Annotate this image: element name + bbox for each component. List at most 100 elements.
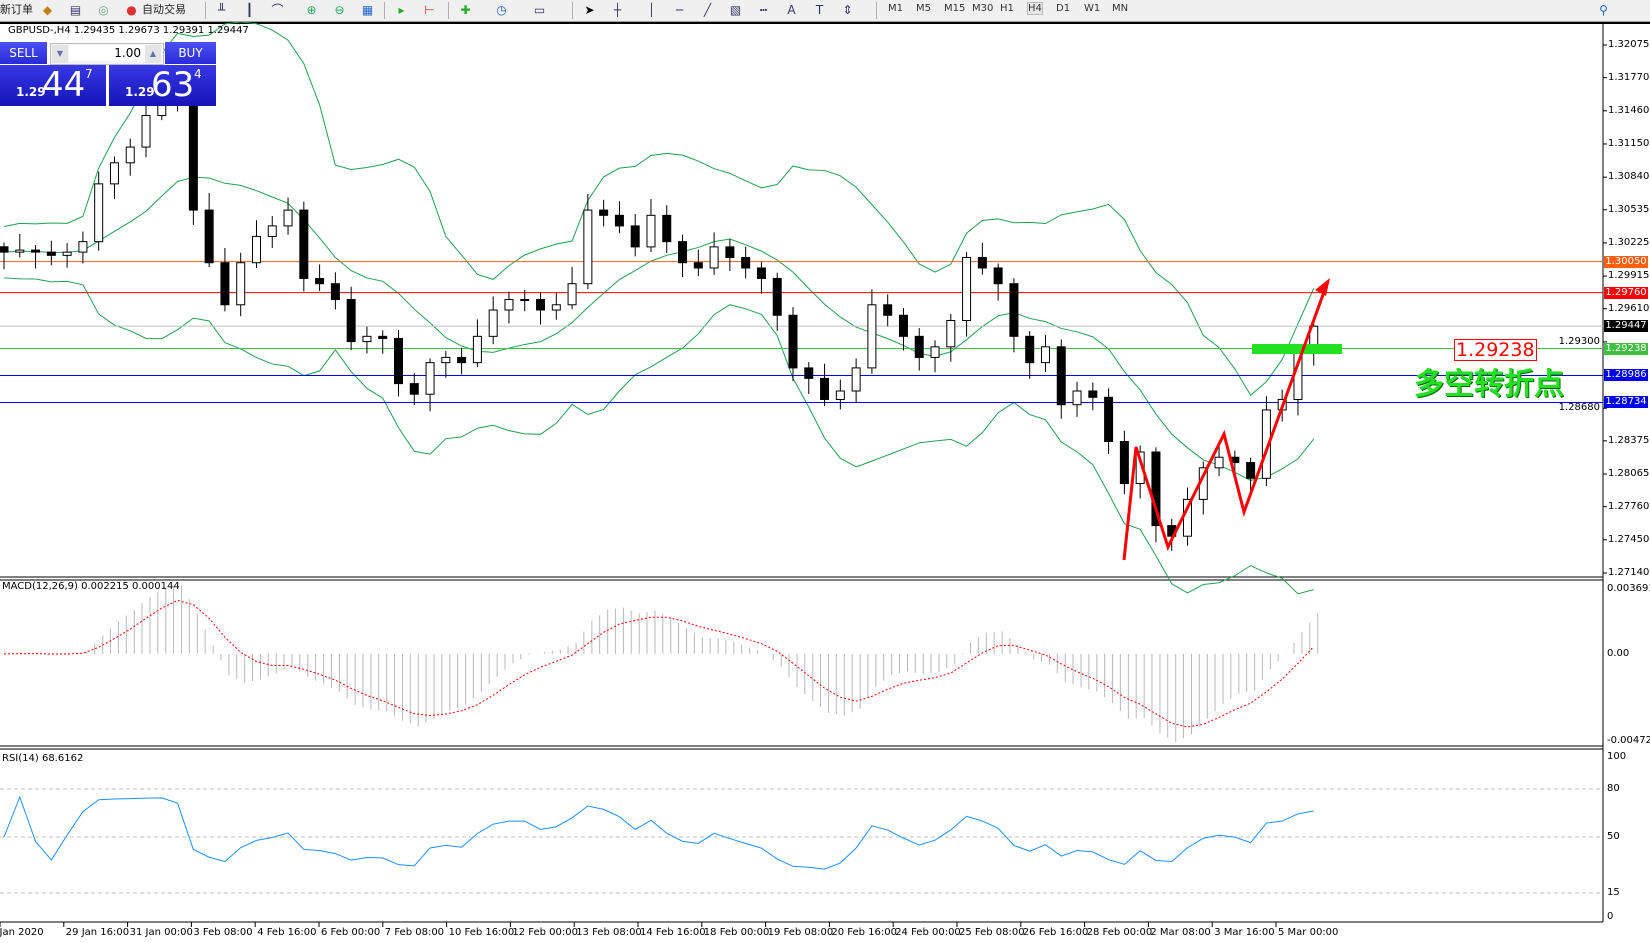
zoom-in-icon[interactable]: ⊕ bbox=[306, 3, 317, 17]
annotation-turning-point-text[interactable]: 多空转折点 bbox=[1414, 367, 1564, 402]
time-tick-label: 2 Mar 08:00 bbox=[1150, 927, 1211, 938]
candle-bull bbox=[551, 304, 561, 311]
candle-bull bbox=[283, 209, 293, 227]
price-tick-label: 1.27140 bbox=[1608, 567, 1650, 578]
auto-trading-button[interactable]: 自动交易 bbox=[142, 3, 186, 16]
candle-bear bbox=[883, 304, 893, 316]
price-tick-label: 1.29610 bbox=[1608, 302, 1650, 314]
trendline-icon[interactable]: ╱ bbox=[703, 3, 712, 17]
buy-price-box[interactable]: 1.29 63 4 bbox=[109, 65, 216, 106]
candle-bear bbox=[741, 256, 751, 269]
price-tick-label: 1.28065 bbox=[1608, 468, 1650, 480]
candle-bull bbox=[1072, 390, 1082, 406]
separator bbox=[384, 2, 385, 19]
sell-price-box[interactable]: 1.29 44 7 bbox=[0, 65, 106, 106]
sell-price-prefix: 1.29 bbox=[16, 85, 46, 99]
candle-bear bbox=[756, 267, 766, 279]
time-tick-label: 24 Feb 00:00 bbox=[895, 927, 961, 938]
sell-price-pip: 7 bbox=[85, 67, 93, 81]
timeframe-m30[interactable]: M30 bbox=[972, 3, 994, 14]
time-tick-label: 4 Feb 16:00 bbox=[257, 927, 317, 938]
search-icon[interactable]: ⚲ bbox=[1599, 3, 1608, 17]
chart-canvas[interactable] bbox=[0, 22, 1650, 943]
lot-increase-icon[interactable]: ▲ bbox=[145, 45, 161, 63]
new-order-button[interactable]: 新订单 bbox=[0, 3, 33, 16]
sell-button[interactable]: SELL bbox=[0, 42, 47, 64]
bollinger-lower-band bbox=[3, 277, 1314, 595]
timeframe-mn[interactable]: MN bbox=[1112, 3, 1129, 14]
candle-bull bbox=[709, 246, 719, 269]
candle-bear bbox=[46, 251, 56, 256]
text-label-icon[interactable]: T bbox=[815, 3, 824, 17]
price-tick-label: 1.32075 bbox=[1608, 39, 1650, 50]
lot-decrease-icon[interactable]: ▼ bbox=[52, 45, 68, 63]
cursor-icon[interactable]: ➤ bbox=[584, 3, 595, 17]
bar-chart-icon[interactable]: ╨ bbox=[217, 3, 226, 17]
buy-button[interactable]: BUY bbox=[165, 42, 216, 64]
timeframe-d1[interactable]: D1 bbox=[1056, 3, 1071, 14]
candle-bull bbox=[867, 304, 877, 369]
candlestick-icon[interactable]: ┃ bbox=[245, 3, 254, 17]
candle-bull bbox=[62, 251, 72, 256]
fibo-retracement-icon[interactable]: ┅ bbox=[759, 3, 768, 17]
price-tag-1.28986: 1.28986 bbox=[1604, 369, 1648, 382]
candle-bear bbox=[0, 246, 9, 253]
candle-bear bbox=[1119, 441, 1129, 485]
candle-bull bbox=[125, 146, 135, 164]
candle-bear bbox=[725, 246, 735, 258]
periods-icon[interactable]: ◷ bbox=[496, 3, 507, 17]
candle-bear bbox=[1056, 346, 1066, 406]
market-watch-icon[interactable]: ◆ bbox=[42, 3, 53, 17]
candle-bull bbox=[583, 209, 593, 285]
candle-bear bbox=[536, 299, 546, 311]
crosshair-icon[interactable]: ┼ bbox=[613, 3, 622, 17]
candle-bull bbox=[109, 162, 119, 185]
price-tag-1.29238: 1.29238 bbox=[1604, 342, 1648, 355]
tile-windows-icon[interactable]: ▦ bbox=[361, 3, 374, 17]
timeframe-m15[interactable]: M15 bbox=[944, 3, 966, 14]
separator bbox=[448, 2, 449, 19]
timeframe-h4[interactable]: H4 bbox=[1027, 2, 1043, 15]
navigator-icon[interactable]: ▤ bbox=[69, 3, 82, 17]
price-tick-label: 1.28375 bbox=[1608, 434, 1650, 446]
candle-bear bbox=[772, 277, 782, 316]
price-tag-1.29760: 1.29760 bbox=[1604, 286, 1648, 299]
candle-bull bbox=[646, 214, 656, 248]
candle-bull bbox=[851, 367, 861, 392]
price-tag-1.30050: 1.30050 bbox=[1604, 255, 1648, 268]
timeframe-m1[interactable]: M1 bbox=[888, 3, 903, 14]
candle-bear bbox=[1009, 283, 1019, 337]
price-tick-label: 1.30840 bbox=[1608, 171, 1650, 183]
candle-bull bbox=[15, 249, 25, 253]
fibo-channel-icon[interactable]: ▧ bbox=[729, 3, 742, 17]
auto-trading-icon[interactable]: ● bbox=[126, 3, 137, 17]
zoom-out-icon[interactable]: ⊖ bbox=[334, 3, 345, 17]
timeframe-h1[interactable]: H1 bbox=[1000, 3, 1014, 14]
horizontal-line-icon[interactable]: ─ bbox=[675, 3, 684, 17]
price-tick-label: 1.30535 bbox=[1608, 203, 1650, 215]
arrows-icon[interactable]: ⇕ bbox=[842, 3, 853, 17]
sell-price-big: 44 bbox=[42, 65, 86, 105]
text-icon[interactable]: A bbox=[787, 3, 796, 17]
vertical-line-icon[interactable]: │ bbox=[647, 3, 656, 17]
line-chart-icon[interactable]: ⌒ bbox=[271, 3, 284, 17]
annotation-price-label[interactable]: 1.29238 bbox=[1454, 339, 1537, 361]
macd-signal-line bbox=[3, 599, 1315, 728]
timeframe-m5[interactable]: M5 bbox=[916, 3, 931, 14]
signals-icon[interactable]: ◎ bbox=[98, 3, 109, 17]
templates-icon[interactable]: ▭ bbox=[533, 3, 546, 17]
candle-bull bbox=[362, 335, 372, 343]
autoscroll-icon[interactable]: ▸ bbox=[398, 3, 405, 17]
chart-shift-icon[interactable]: ⊢ bbox=[424, 3, 435, 17]
candle-bull bbox=[504, 299, 514, 311]
timeframe-w1[interactable]: W1 bbox=[1084, 3, 1101, 14]
candle-bear bbox=[457, 356, 467, 364]
lot-size-input[interactable] bbox=[69, 45, 145, 61]
chart-window[interactable] bbox=[0, 22, 1650, 943]
price-tick-label: 1.29915 bbox=[1608, 270, 1650, 282]
price-tag-1.28734: 1.28734 bbox=[1604, 396, 1648, 409]
rsi-tick-label: 15 bbox=[1607, 887, 1620, 898]
indicators-icon[interactable]: ✚ bbox=[460, 3, 471, 17]
price-tick-label: 1.27760 bbox=[1608, 500, 1650, 512]
chart-title: GBPUSD-,H4 1.29435 1.29673 1.29391 1.294… bbox=[8, 25, 249, 36]
